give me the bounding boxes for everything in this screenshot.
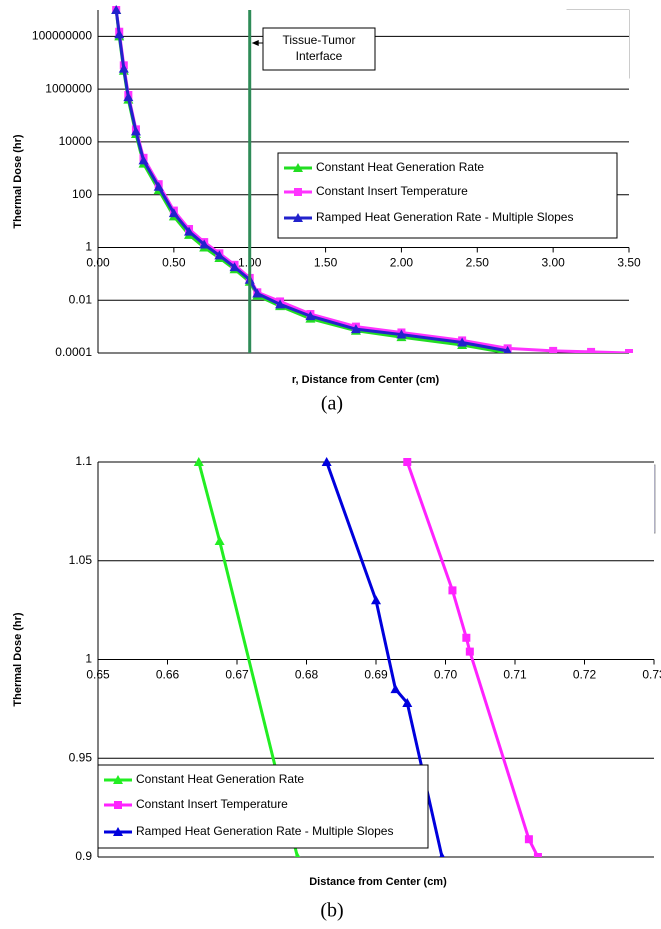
y-tick-label: 0.95 (69, 750, 93, 764)
marker (439, 852, 445, 857)
marker (587, 347, 596, 353)
legend-label: Constant Heat Generation Rate (316, 160, 484, 174)
marker (448, 586, 457, 595)
x-tick-label: 3.00 (541, 256, 565, 270)
marker (390, 684, 401, 694)
y-tick-label: 1.05 (69, 553, 93, 567)
marker (293, 213, 303, 222)
x-tick-label: 1.50 (314, 256, 338, 270)
marker (199, 239, 210, 249)
marker (396, 329, 407, 339)
marker (294, 188, 302, 196)
y-axis-title: Thermal Dose (hr) (12, 134, 24, 228)
y-tick-label: 0.0001 (55, 345, 92, 359)
marker (403, 458, 412, 466)
marker (465, 647, 474, 656)
y-tick-label: 100 (72, 187, 92, 201)
marker (113, 827, 123, 836)
marker (214, 250, 225, 260)
annotation-text: Tissue-Tumor (282, 33, 355, 47)
marker (114, 801, 122, 809)
marker (252, 288, 263, 298)
marker (371, 595, 381, 605)
series-group (111, 5, 633, 353)
marker (293, 163, 303, 172)
legend-label: Constant Heat Generation Rate (136, 772, 304, 786)
legend-label: Ramped Heat Generation Rate - Multiple S… (316, 210, 573, 224)
x-tick-label: 2.50 (466, 256, 490, 270)
marker (321, 457, 332, 466)
marker (153, 181, 164, 191)
marker (193, 457, 204, 466)
x-tick-label: 0.71 (503, 668, 527, 682)
x-tick-label: 0.69 (364, 668, 388, 682)
caption: (b) (320, 900, 343, 922)
x-tick-label: 3.50 (617, 256, 641, 270)
marker (625, 349, 633, 353)
series-line (114, 9, 508, 353)
x-tick-label: 0.67 (225, 668, 249, 682)
marker (294, 852, 301, 857)
y-tick-label: 100000000 (32, 29, 92, 43)
annotation-box (262, 27, 376, 71)
x-tick-label: 0.65 (86, 668, 110, 682)
marker (184, 226, 195, 236)
marker (168, 208, 179, 218)
marker (457, 337, 468, 347)
marker (229, 262, 240, 272)
marker (113, 775, 123, 784)
x-tick-label: 0.66 (156, 668, 180, 682)
legend-label: Ramped Heat Generation Rate - Multiple S… (136, 824, 393, 838)
marker (275, 299, 286, 309)
x-tick-label: 0.72 (573, 668, 597, 682)
marker (402, 697, 413, 707)
marker (138, 155, 149, 165)
marker (123, 92, 134, 102)
x-tick-label: 0.73 (642, 668, 661, 682)
y-tick-label: 1 (85, 652, 92, 666)
caption: (a) (321, 393, 343, 415)
legend-box (277, 152, 618, 239)
marker (524, 835, 533, 844)
marker (118, 63, 129, 73)
marker (533, 853, 542, 857)
marker (350, 324, 361, 334)
marker (130, 126, 141, 136)
y-tick-label: 10000 (59, 134, 93, 148)
marker (503, 345, 512, 353)
x-tick-label: 0.50 (162, 256, 186, 270)
y-tick-label: 1 (85, 240, 92, 254)
y-tick-label: 0.01 (69, 292, 93, 306)
y-tick-label: 1000000 (45, 81, 92, 95)
x-tick-label: 0.70 (434, 668, 458, 682)
marker (305, 311, 316, 321)
marker (111, 5, 122, 14)
x-tick-label: 2.00 (390, 256, 414, 270)
x-axis-title: Distance from Center (cm) (309, 876, 447, 888)
annotation-text: Interface (296, 49, 343, 63)
legend-box (97, 764, 429, 849)
marker (462, 633, 471, 642)
legend-label: Constant Insert Temperature (316, 184, 468, 198)
series-group (193, 457, 542, 857)
y-tick-label: 1.1 (75, 454, 92, 468)
x-axis-title: r, Distance from Center (cm) (292, 374, 440, 386)
annotation-arrowhead (251, 40, 259, 46)
x-tick-label: 0.00 (86, 256, 110, 270)
legend-label: Constant Insert Temperature (136, 797, 288, 811)
marker (214, 536, 225, 545)
y-axis-title: Thermal Dose (hr) (12, 612, 24, 706)
marker (114, 29, 125, 39)
marker (549, 346, 558, 353)
x-tick-label: 0.68 (295, 668, 319, 682)
y-tick-label: 0.9 (75, 849, 92, 863)
